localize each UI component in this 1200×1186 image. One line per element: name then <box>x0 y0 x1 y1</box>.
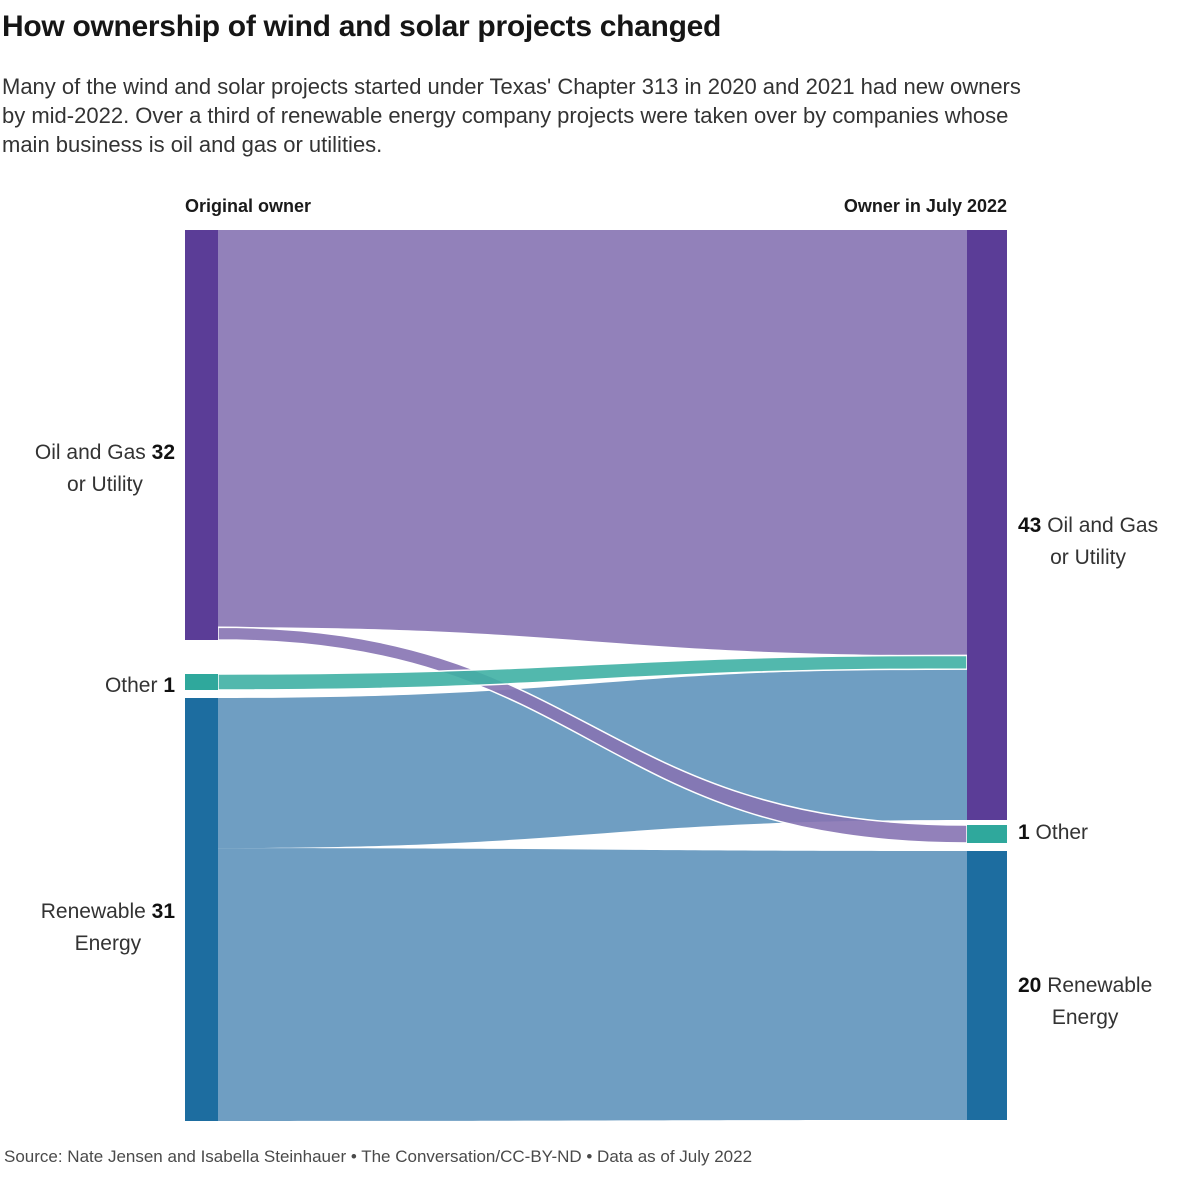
node-label-right-oilgas: 43 Oil and Gas or Utility <box>1018 514 1159 569</box>
node-label-left-other: Other 1 <box>104 674 175 697</box>
sankey-node-left-renewable <box>185 698 218 1121</box>
left-column-header: Original owner <box>185 196 312 216</box>
chart-title: How ownership of wind and solar projects… <box>2 10 722 43</box>
node-label-left-renewable: Renewable 31 Energy <box>40 900 175 955</box>
node-label-right-renewable: 20 Renewable Energy <box>1018 974 1153 1029</box>
sankey-node-right-other <box>967 825 1007 843</box>
sankey-flow-renewable-to-renewable <box>218 848 967 1121</box>
sankey-node-left-oilgas <box>185 230 218 640</box>
sankey-node-left-other <box>185 674 218 690</box>
source-line: Source: Nate Jensen and Isabella Steinha… <box>4 1147 753 1166</box>
sankey-flow-oilgas-to-oilgas <box>218 230 967 656</box>
sankey-node-right-oilgas <box>967 230 1007 820</box>
chart-subtitle: Many of the wind and solar projects star… <box>2 74 1021 157</box>
node-label-right-other: 1 Other <box>1018 821 1089 844</box>
sankey-node-right-renewable <box>967 851 1007 1120</box>
node-label-left-oilgas: Oil and Gas 32 or Utility <box>34 441 175 496</box>
right-column-header: Owner in July 2022 <box>843 196 1007 216</box>
